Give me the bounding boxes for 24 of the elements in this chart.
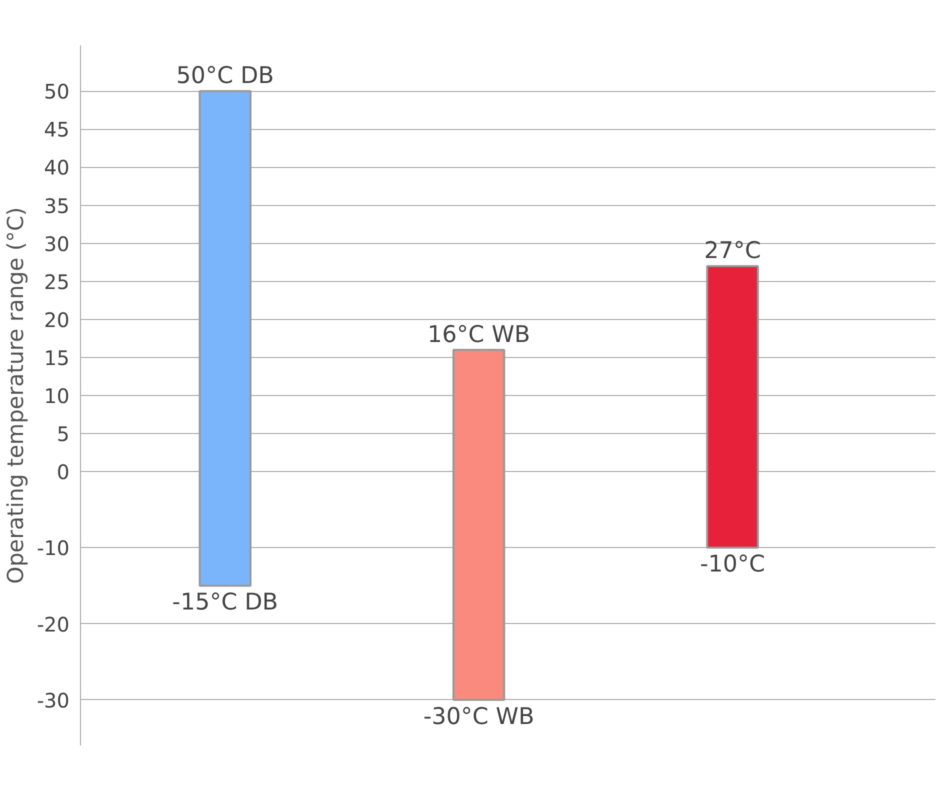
y-tick-label: 15 (44, 346, 70, 370)
annotation: -10°C (700, 552, 766, 578)
bar (706, 265, 759, 549)
y-axis-title: Operating temperature range (°C) (4, 207, 29, 584)
y-tick-label: 35 (44, 194, 70, 218)
y-tick-label: 40 (44, 156, 70, 180)
annotation: -15°C DB (172, 590, 278, 616)
bar (198, 90, 252, 587)
y-tick-label: 20 (44, 308, 70, 332)
y-tick-label: 25 (44, 270, 70, 294)
annotation: 27°C (704, 238, 761, 264)
y-tick-label: -20 (36, 612, 70, 636)
y-tick-label: 45 (44, 118, 70, 142)
y-tick-label: 5 (56, 422, 70, 446)
y-tick-label: 0 (56, 460, 70, 484)
annotation: 16°C WB (427, 322, 530, 348)
y-tick-label: 10 (44, 384, 70, 408)
y-tick-label: -30 (36, 688, 70, 712)
y-tick-label: 30 (44, 232, 70, 256)
y-tick-label: 50 (44, 80, 70, 104)
annotation: -30°C WB (423, 704, 534, 730)
bar (452, 348, 506, 701)
annotation: 50°C DB (176, 63, 274, 90)
y-tick-label: -10 (36, 536, 70, 560)
